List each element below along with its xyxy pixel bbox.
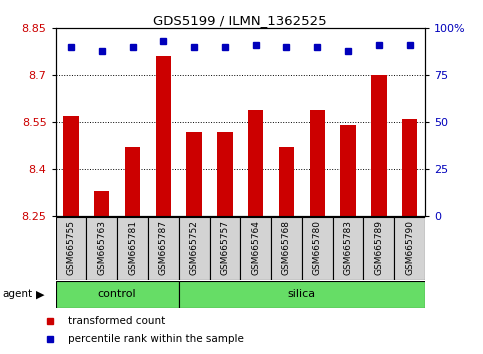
Bar bbox=[271, 217, 302, 280]
Text: ▶: ▶ bbox=[36, 289, 45, 299]
Bar bbox=[240, 217, 271, 280]
Bar bbox=[394, 217, 425, 280]
Bar bbox=[279, 147, 294, 216]
Bar bbox=[56, 281, 179, 308]
Bar bbox=[63, 116, 79, 216]
Text: GSM665787: GSM665787 bbox=[159, 220, 168, 275]
Text: GSM665757: GSM665757 bbox=[220, 220, 229, 275]
Bar bbox=[148, 217, 179, 280]
Text: GSM665781: GSM665781 bbox=[128, 220, 137, 275]
Bar bbox=[333, 217, 364, 280]
Bar bbox=[56, 217, 86, 280]
Bar bbox=[117, 217, 148, 280]
Text: GSM665768: GSM665768 bbox=[282, 220, 291, 275]
Bar bbox=[86, 217, 117, 280]
Text: GSM665764: GSM665764 bbox=[251, 220, 260, 275]
Text: GSM665763: GSM665763 bbox=[97, 220, 106, 275]
Bar bbox=[402, 119, 417, 216]
Bar bbox=[156, 56, 171, 216]
Text: GSM665780: GSM665780 bbox=[313, 220, 322, 275]
Text: GSM665783: GSM665783 bbox=[343, 220, 353, 275]
Bar bbox=[302, 217, 333, 280]
Text: GSM665755: GSM665755 bbox=[67, 220, 75, 275]
Bar bbox=[248, 110, 263, 216]
Bar bbox=[310, 110, 325, 216]
Text: percentile rank within the sample: percentile rank within the sample bbox=[69, 334, 244, 344]
Text: GSM665752: GSM665752 bbox=[190, 220, 199, 275]
Bar bbox=[186, 131, 202, 216]
Bar bbox=[179, 217, 210, 280]
Bar bbox=[217, 131, 233, 216]
Text: control: control bbox=[98, 289, 136, 299]
Bar bbox=[371, 75, 386, 216]
Text: GSM665790: GSM665790 bbox=[405, 220, 414, 275]
Title: GDS5199 / ILMN_1362525: GDS5199 / ILMN_1362525 bbox=[154, 14, 327, 27]
Text: GSM665789: GSM665789 bbox=[374, 220, 384, 275]
Text: silica: silica bbox=[288, 289, 316, 299]
Bar bbox=[364, 217, 394, 280]
Text: transformed count: transformed count bbox=[69, 316, 166, 326]
Bar bbox=[179, 281, 425, 308]
Bar bbox=[341, 125, 356, 216]
Bar bbox=[125, 147, 140, 216]
Bar bbox=[210, 217, 240, 280]
Text: agent: agent bbox=[2, 289, 32, 299]
Bar bbox=[94, 191, 110, 216]
